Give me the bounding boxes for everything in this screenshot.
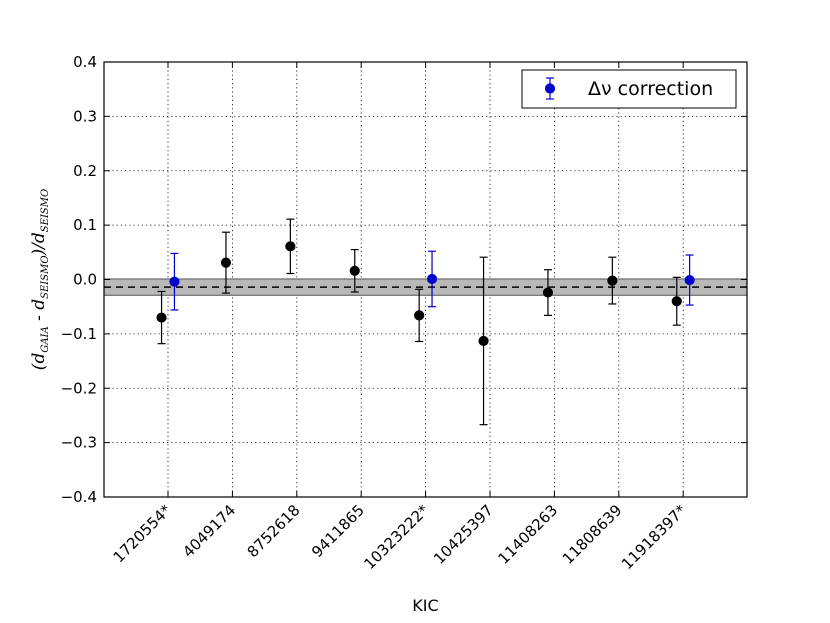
band-layer <box>103 278 748 296</box>
data-point <box>169 276 180 287</box>
x-tick-label: 4049174 <box>179 501 239 561</box>
grid-layer <box>104 61 747 498</box>
data-point <box>607 275 618 286</box>
y-tick-label: 0.0 <box>73 271 97 289</box>
x-tick-label: 11918397* <box>618 501 690 573</box>
x-tick-label: 9411865 <box>308 501 368 561</box>
series-group <box>169 250 695 311</box>
legend-entry: Δν correction <box>588 78 713 100</box>
x-tick-label: 8752618 <box>244 501 304 561</box>
data-point <box>414 310 425 321</box>
y-tick-label: −0.3 <box>61 434 97 452</box>
series-layer <box>156 218 695 426</box>
data-point <box>426 273 438 285</box>
y-tick-label: 0.4 <box>73 53 97 71</box>
data-point <box>684 274 695 286</box>
x-tick-label: 11808639 <box>559 501 626 568</box>
y-tick-label: 0.3 <box>73 107 97 125</box>
y-tick-label: −0.2 <box>61 379 97 397</box>
data-point <box>156 312 167 323</box>
x-tick-label: 11408263 <box>495 501 562 568</box>
y-tick-label: 0.2 <box>73 162 97 180</box>
y-tick-label: −0.4 <box>61 488 97 506</box>
data-point <box>285 241 296 252</box>
data-point <box>478 335 489 347</box>
y-tick-label: 0.1 <box>73 216 97 234</box>
y-axis-label: (dGAIA - dSEISMO)/dSEISMO <box>29 189 51 370</box>
legend-point <box>544 83 556 94</box>
x-axis-label: KIC <box>412 596 438 615</box>
legend-marker <box>544 77 556 100</box>
legend-box <box>521 69 737 109</box>
data-point <box>671 296 682 307</box>
data-point <box>349 265 360 276</box>
y-axis-ticks: 0.4 0.3 0.2 0.1 0.0 −0.1 −0.2 −0.3 −0.4 <box>61 53 747 506</box>
data-point <box>542 287 554 298</box>
x-tick-label: 10323222* <box>360 501 432 573</box>
x-tick-label: 10425397 <box>430 501 497 568</box>
legend: Δν correction <box>521 69 737 109</box>
x-tick-label: 1720554* <box>110 501 176 567</box>
data-point <box>220 257 232 268</box>
y-tick-label: −0.1 <box>61 325 97 343</box>
series-group <box>156 218 682 426</box>
